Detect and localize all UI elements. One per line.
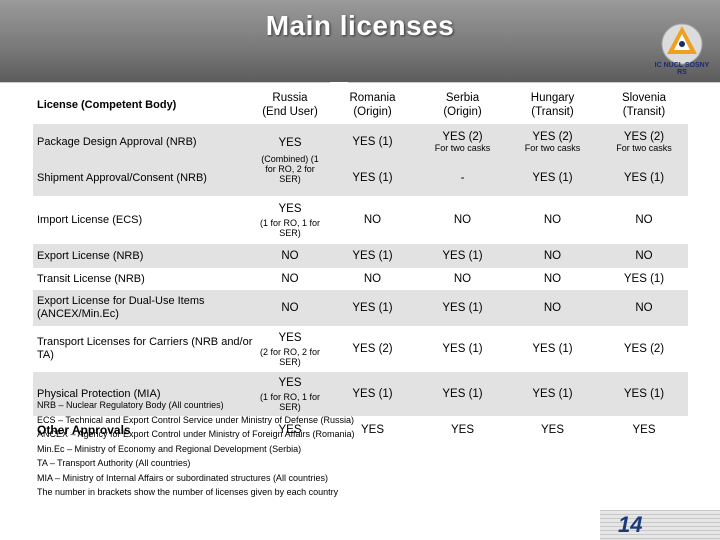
russia-cell: YES (2 for RO, 2 for SER) <box>259 332 321 367</box>
slovenia-cell: NO <box>635 214 653 226</box>
serbia-cell: YES (1) <box>442 388 483 400</box>
table-row: Export License for Dual-Use Items (ANCEX… <box>33 290 688 326</box>
note-line: MIA – Ministry of Internal Affairs or su… <box>37 472 328 483</box>
slovenia-cell: NO <box>635 250 653 262</box>
table-header-row: License (Competent Body) Russia (End User… <box>33 86 688 124</box>
russia-cell: YES <box>278 424 302 436</box>
page-number: 14 <box>618 512 643 537</box>
russia-cell: NO <box>281 273 299 285</box>
header-divider-left <box>0 82 330 83</box>
serbia-cell: YES (1) <box>442 343 483 355</box>
logo-label: IC NUCL SOSNY RS <box>654 62 710 76</box>
serbia-cell: YES (1) <box>442 302 483 314</box>
hungary-cell: NO <box>543 214 562 226</box>
header-hungary: Hungary (Transit) <box>530 92 575 118</box>
romania-cell: YES (1) <box>352 250 393 262</box>
row-label: Transport Licenses for Carriers (NRB and… <box>37 336 253 361</box>
header-divider-right <box>348 82 720 83</box>
serbia-cell: YES (1) <box>442 250 483 262</box>
table-row: Other Approvals YES YES YES YES YES <box>33 416 688 444</box>
header-license: License (Competent Body) <box>37 99 177 111</box>
row-label: Other Approvals <box>37 422 131 437</box>
hungary-cell: YES (1) <box>532 172 573 184</box>
slide-title: Main licenses <box>265 10 455 41</box>
romania-cell: YES <box>360 424 384 436</box>
slovenia-cell: NO <box>635 302 653 314</box>
note-line: The number in brackets show the number o… <box>37 487 339 497</box>
table-row: Shipment Approval/Consent (NRB) YES (1) … <box>33 160 688 196</box>
russia-cell: YES (Combined) (1 for RO, 2 for SER) <box>261 137 319 184</box>
title-bar: Main licenses IC NUCL SOSNY RS <box>0 0 720 82</box>
russia-cell: NO <box>281 302 299 314</box>
slovenia-cell: YES <box>632 424 656 436</box>
slovenia-cell: YES (1) <box>623 388 665 400</box>
serbia-cell: NO <box>453 273 472 285</box>
table-row: Package Design Approval (NRB) YES (Combi… <box>33 124 688 184</box>
table-row: Physical Protection (MIA) YES (1 for RO, … <box>33 372 688 416</box>
romania-cell: YES (1) <box>352 388 393 400</box>
note-line: Min.Ec – Ministry of Economy and Regiona… <box>37 443 302 454</box>
row-label: Export License (NRB) <box>37 249 144 262</box>
romania-cell: YES (1) <box>352 172 393 184</box>
romania-cell: YES (2) <box>352 343 393 355</box>
hungary-cell: NO <box>543 273 562 285</box>
licenses-table: License (Competent Body) Russia (End User… <box>33 86 688 444</box>
hungary-cell: YES (1) <box>532 343 573 355</box>
russia-cell: YES (1 for RO, 1 for SER) <box>259 203 321 238</box>
table-row: Transport Licenses for Carriers (NRB and… <box>33 326 688 372</box>
header-russia: Russia (End User) <box>262 92 318 118</box>
table-row: Export License (NRB) NO YES (1) YES (1) … <box>33 244 688 268</box>
table-row: Import License (ECS) YES (1 for RO, 1 for… <box>33 196 688 244</box>
abbreviations-notes: NRB – Nuclear Regulatory Body (All count… <box>37 398 477 500</box>
table-row: Transit License (NRB) NO NO NO NO YES (1… <box>33 268 688 290</box>
row-label: Export License for Dual-Use Items (ANCEX… <box>37 295 205 320</box>
note-line: TA – Transport Authority (All countries) <box>37 458 191 468</box>
note-line: ECS – Technical and Export Control Servi… <box>37 414 354 425</box>
header-slovenia: Slovenia (Transit) <box>621 92 667 118</box>
slovenia-cell: YES (1) <box>623 273 665 285</box>
row-label: Import License (ECS) <box>37 213 143 226</box>
romania-cell: NO <box>363 273 382 285</box>
slovenia-cell: YES (2) <box>623 343 665 355</box>
page-number-box: 14 <box>600 510 720 540</box>
serbia-cell: YES <box>450 424 474 436</box>
hungary-cell: NO <box>543 250 562 262</box>
note-line: NRB – Nuclear Regulatory Body (All count… <box>37 400 224 410</box>
note-line: ANCEX – Agency for Export Control under … <box>37 429 355 439</box>
company-logo-icon <box>661 23 703 65</box>
serbia-cell: YES (2) For two casks <box>434 130 491 153</box>
russia-cell: YES (1 for RO, 1 for SER) <box>259 377 321 412</box>
row-label: Transit License (NRB) <box>37 272 145 285</box>
romania-cell: YES (1) <box>352 302 393 314</box>
hungary-cell: YES (1) <box>532 388 573 400</box>
slovenia-cell: YES (1) <box>623 172 665 184</box>
hungary-cell: NO <box>543 302 562 314</box>
row-label: Package Design Approval (NRB) <box>37 135 197 148</box>
row-label: Shipment Approval/Consent (NRB) <box>37 171 207 184</box>
serbia-cell: - <box>460 172 465 184</box>
hungary-cell: YES (2) For two casks <box>524 130 581 153</box>
romania-cell: YES (1) <box>352 136 393 148</box>
header-serbia: Serbia (Origin) <box>443 92 482 118</box>
serbia-cell: NO <box>453 214 472 226</box>
slovenia-cell: YES (2) For two casks <box>616 130 672 153</box>
russia-cell: NO <box>281 250 299 262</box>
header-romania: Romania (Origin) <box>349 92 396 118</box>
row-label: Physical Protection (MIA) <box>37 387 161 400</box>
romania-cell: NO <box>363 214 382 226</box>
hungary-cell: YES <box>540 424 564 436</box>
